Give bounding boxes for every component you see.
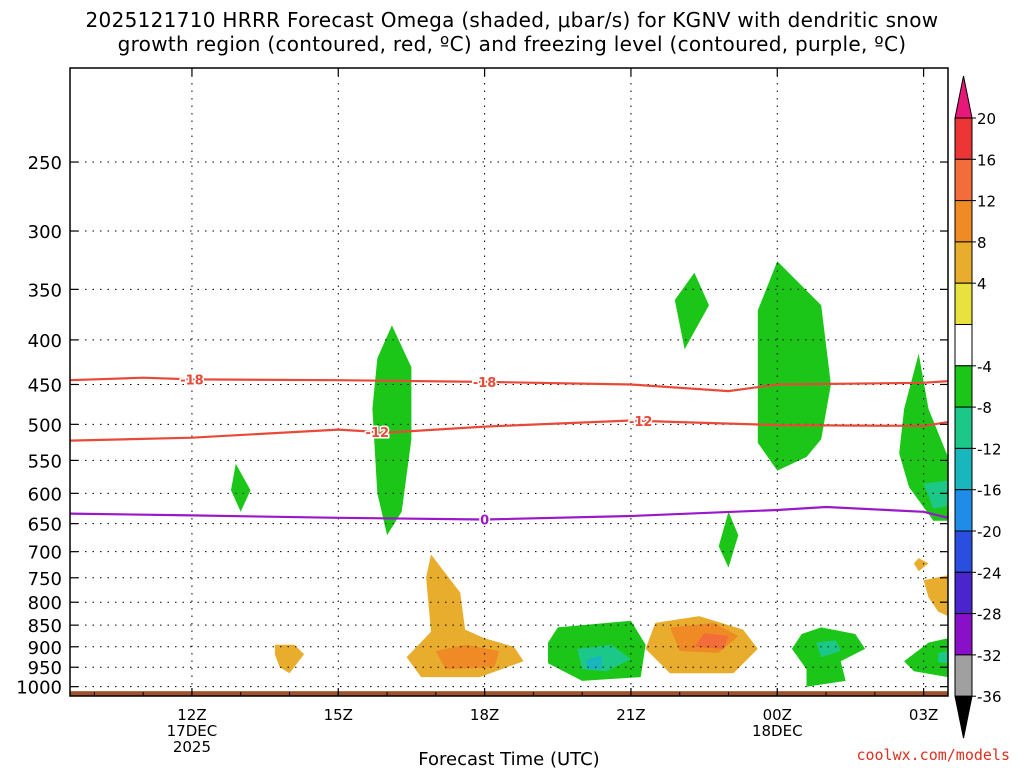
contour-label-2-0: 0 bbox=[480, 514, 489, 529]
colorbar-bin-5 bbox=[954, 282, 973, 326]
x-axis-label: Forecast Time (UTC) bbox=[418, 749, 599, 768]
colorbar-label-13: -36 bbox=[977, 688, 1002, 706]
colorbar-label-5: -4 bbox=[977, 358, 992, 376]
omega-region-19 bbox=[923, 575, 948, 617]
plot-area: -18 -18 -12 -12 0 bbox=[69, 68, 949, 696]
x-tick-label-15-0: 15Z bbox=[324, 706, 353, 724]
plot-frame bbox=[69, 67, 949, 697]
omega-region-13 bbox=[587, 655, 602, 670]
y-tick-label-450: 450 bbox=[28, 375, 62, 396]
chart-title-line2: growth region (contoured, red, ºC) and f… bbox=[117, 32, 907, 56]
omega-region-1 bbox=[274, 644, 305, 674]
omega-region-2 bbox=[372, 325, 412, 536]
colorbar: 20 16 12 8 4 -4 -8 -12 -16 -20 -24 -28 -32 -36 bbox=[954, 75, 1002, 739]
y-tick-label-400: 400 bbox=[28, 331, 62, 352]
colorbar-label-1: 16 bbox=[977, 151, 996, 169]
omega-region-3 bbox=[406, 554, 524, 678]
colorbar-bin-3 bbox=[954, 200, 973, 243]
y-tick-label-600: 600 bbox=[28, 484, 62, 505]
contour-label-1-0: -12 bbox=[366, 426, 390, 441]
colorbar-label-8: -16 bbox=[977, 482, 1002, 500]
colorbar-bin-2 bbox=[954, 158, 973, 202]
omega-region-21 bbox=[938, 651, 948, 664]
y-tick-label-350: 350 bbox=[28, 280, 62, 301]
y-tick-label-950: 950 bbox=[28, 658, 62, 679]
contour-label-1-1: -12 bbox=[629, 415, 653, 430]
contour-line-2 bbox=[69, 505, 949, 521]
colorbar-bin-7 bbox=[954, 365, 973, 408]
colorbar-label-10: -24 bbox=[977, 564, 1002, 582]
colorbar-bin-1 bbox=[954, 117, 973, 160]
y-tick-label-550: 550 bbox=[28, 451, 62, 472]
ground-surface bbox=[70, 691, 948, 696]
site-credit: coolwx.com/models bbox=[856, 746, 1010, 764]
omega-region-0 bbox=[231, 463, 251, 512]
y-tick-label-250: 250 bbox=[28, 153, 62, 174]
x-tick-label-12-1: 17DEC bbox=[167, 722, 218, 740]
chart-title-line1: 2025121710 HRRR Forecast Omega (shaded, … bbox=[85, 8, 939, 32]
colorbar-bin-8 bbox=[954, 406, 973, 449]
omega-region-18 bbox=[913, 558, 929, 572]
x-tick-label-12-2: 2025 bbox=[173, 738, 211, 756]
colorbar-bin-12 bbox=[954, 571, 973, 615]
contour-label-0-0: -18 bbox=[180, 373, 204, 388]
y-tick-label-850: 850 bbox=[28, 616, 62, 637]
colorbar-label-7: -12 bbox=[977, 440, 1002, 458]
colorbar-label-12: -32 bbox=[977, 647, 1002, 665]
colorbar-bin-6 bbox=[954, 324, 973, 367]
colorbar-bin-15 bbox=[954, 695, 973, 739]
colorbar-bin-14 bbox=[954, 654, 973, 697]
colorbar-label-9: -20 bbox=[977, 523, 1002, 541]
x-tick-label-18-0: 18Z bbox=[470, 706, 499, 724]
colorbar-label-3: 8 bbox=[977, 234, 987, 252]
y-tick-label-800: 800 bbox=[28, 593, 62, 614]
omega-region-5 bbox=[674, 272, 709, 350]
omega-region-14 bbox=[791, 627, 866, 687]
omega-region-6 bbox=[757, 261, 831, 471]
y-tick-label-900: 900 bbox=[28, 638, 62, 659]
colorbar-bin-9 bbox=[954, 447, 973, 491]
y-tick-label-650: 650 bbox=[28, 515, 62, 536]
colorbar-bin-13 bbox=[954, 613, 973, 656]
colorbar-label-4: 4 bbox=[977, 275, 987, 293]
x-tick-label-12-0: 12Z bbox=[177, 706, 206, 724]
contour-label-0-1: -18 bbox=[473, 376, 497, 391]
contour-line-1 bbox=[69, 419, 949, 442]
omega-region-17 bbox=[923, 480, 948, 509]
x-tick-label-24-0: 00Z bbox=[763, 706, 792, 724]
colorbar-label-11: -28 bbox=[977, 606, 1002, 624]
omega-region-20 bbox=[904, 638, 948, 678]
axes: 2503003504004505005506006507007508008509… bbox=[16, 67, 949, 768]
omega-region-4 bbox=[435, 644, 500, 670]
colorbar-label-2: 12 bbox=[977, 193, 996, 211]
contour-line-0 bbox=[69, 376, 949, 393]
colorbar-bin-0 bbox=[954, 75, 973, 119]
y-tick-label-700: 700 bbox=[28, 543, 62, 564]
colorbar-bin-4 bbox=[954, 241, 973, 284]
y-tick-label-750: 750 bbox=[28, 569, 62, 590]
omega-region-7 bbox=[718, 511, 739, 568]
x-tick-label-21-0: 21Z bbox=[616, 706, 645, 724]
colorbar-bin-10 bbox=[954, 489, 973, 532]
y-tick-label-1000: 1000 bbox=[16, 678, 62, 699]
x-tick-label-24-1: 18DEC bbox=[752, 722, 803, 740]
colorbar-label-0: 20 bbox=[977, 110, 996, 128]
y-tick-label-300: 300 bbox=[28, 222, 62, 243]
x-tick-label-27-0: 03Z bbox=[909, 706, 938, 724]
colorbar-label-6: -8 bbox=[977, 399, 992, 417]
omega-region-15 bbox=[816, 640, 841, 658]
y-tick-label-500: 500 bbox=[28, 415, 62, 436]
colorbar-bin-11 bbox=[954, 530, 973, 573]
omega-region-10 bbox=[694, 633, 729, 649]
omega-region-16 bbox=[899, 353, 948, 521]
